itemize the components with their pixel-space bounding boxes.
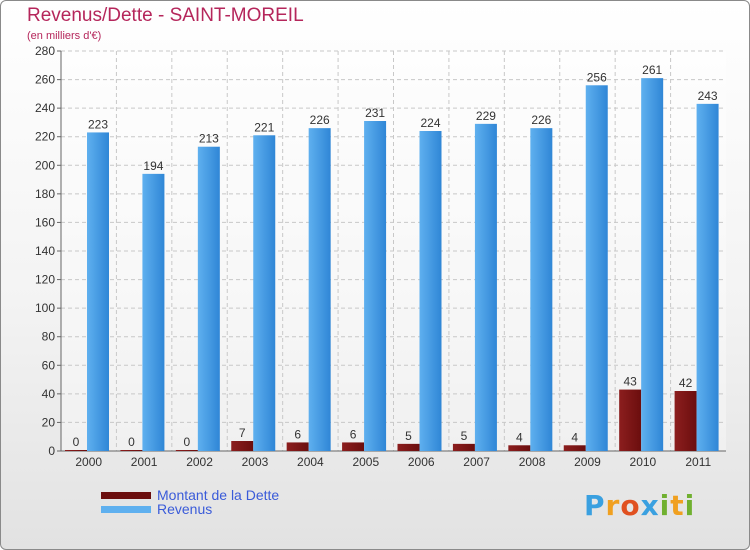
bar-debt-2010 [619, 389, 642, 451]
data-label-debt-2009: 4 [571, 430, 578, 444]
data-label-revenue-2011: 243 [698, 89, 718, 103]
bar-debt-2002 [175, 450, 198, 451]
data-label-revenue-2010: 261 [642, 63, 662, 77]
data-label-revenue-2001: 194 [143, 159, 163, 173]
bar-revenue-2004 [308, 128, 331, 451]
bar-revenue-2009 [585, 85, 608, 452]
data-label-debt-2005: 6 [350, 427, 357, 441]
bar-revenue-2007 [474, 123, 497, 451]
bar-revenue-2005 [364, 121, 387, 451]
logo-letter: x [640, 489, 660, 522]
y-tick-label: 180 [35, 187, 55, 201]
data-label-revenue-2006: 224 [420, 116, 440, 130]
bar-revenue-2008 [530, 128, 553, 451]
bar-debt-2006 [397, 443, 420, 451]
logo-letter: o [620, 489, 641, 522]
bar-debt-2005 [342, 442, 365, 451]
y-tick-label: 200 [35, 158, 55, 172]
bar-revenue-2006 [419, 131, 442, 451]
x-tick-label-2004: 2004 [297, 455, 324, 469]
x-tick-label-2006: 2006 [408, 455, 435, 469]
data-label-revenue-2004: 226 [310, 113, 330, 127]
data-label-revenue-2009: 256 [587, 70, 607, 84]
y-tick-label: 60 [42, 358, 56, 372]
data-label-debt-2001: 0 [128, 435, 135, 449]
legend-item-debt: Montant de la Dette [101, 487, 280, 503]
y-tick-label: 220 [35, 130, 55, 144]
bar-debt-2009 [563, 445, 586, 451]
data-label-debt-2000: 0 [73, 435, 80, 449]
bar-debt-2008 [508, 445, 531, 451]
x-tick-label-2001: 2001 [131, 455, 158, 469]
data-label-revenue-2003: 221 [254, 120, 274, 134]
data-label-debt-2008: 4 [516, 430, 523, 444]
data-label-revenue-2007: 229 [476, 109, 496, 123]
legend-swatch-debt [101, 491, 151, 499]
data-label-revenue-2000: 223 [88, 117, 108, 131]
chart-subtitle: (en milliers d'€) [27, 30, 102, 42]
data-label-debt-2011: 42 [679, 376, 693, 390]
y-tick-label: 120 [35, 273, 55, 287]
bar-revenue-2003 [253, 135, 276, 452]
y-tick-label: 20 [42, 415, 56, 429]
logo-letter: t [670, 489, 685, 522]
x-tick-label-2009: 2009 [574, 455, 601, 469]
legend: Montant de la Dette Revenus [101, 487, 280, 517]
bar-debt-2000 [65, 450, 87, 451]
logo-letter: P [584, 489, 606, 522]
bar-debt-2004 [286, 442, 309, 451]
x-tick-label-2000: 2000 [75, 455, 102, 469]
y-tick-label: 140 [35, 244, 55, 258]
logo-letter: i [659, 489, 671, 522]
x-tick-label-2003: 2003 [242, 455, 269, 469]
y-tick-label: 160 [35, 215, 55, 229]
y-tick-label: 280 [35, 44, 55, 58]
x-tick-label-2011: 2011 [685, 455, 711, 469]
legend-label-revenue: Revenus [157, 501, 213, 517]
legend-swatch-revenue [101, 505, 151, 513]
data-label-debt-2006: 5 [405, 429, 412, 443]
data-label-revenue-2002: 213 [199, 132, 219, 146]
x-tick-label-2005: 2005 [352, 455, 379, 469]
chart-title: Revenus/Dette - SAINT-MOREIL [27, 5, 304, 26]
x-tick-label-2002: 2002 [186, 455, 213, 469]
logo-letter: r [605, 489, 621, 522]
logo-letter: i [684, 489, 696, 522]
y-tick-label: 0 [48, 444, 55, 458]
bar-revenue-2011 [696, 103, 719, 451]
data-label-revenue-2005: 231 [365, 106, 385, 120]
y-tick-label: 40 [42, 387, 56, 401]
data-label-debt-2002: 0 [183, 435, 190, 449]
bar-debt-2001 [120, 450, 143, 451]
y-tick-label: 100 [35, 301, 55, 315]
legend-item-revenue: Revenus [101, 501, 279, 517]
bar-revenue-2010 [641, 78, 664, 452]
bar-revenue-2000 [87, 132, 109, 451]
data-label-revenue-2008: 226 [531, 113, 551, 127]
data-label-debt-2004: 6 [294, 427, 301, 441]
y-tick-label: 260 [35, 73, 55, 87]
x-tick-label-2008: 2008 [519, 455, 546, 469]
bar-revenue-2002 [197, 146, 220, 451]
bar-debt-2011 [674, 391, 697, 451]
data-label-debt-2010: 43 [623, 375, 637, 389]
legend-label-debt: Montant de la Dette [157, 487, 280, 503]
y-tick-label: 240 [35, 101, 55, 115]
bar-revenue-2001 [142, 173, 165, 451]
data-label-debt-2003: 7 [239, 426, 246, 440]
bar-debt-2003 [231, 441, 254, 451]
y-tick-label: 80 [42, 330, 56, 344]
proxiti-logo[interactable]: Proxiti [584, 489, 695, 522]
data-label-debt-2007: 5 [461, 429, 468, 443]
x-tick-label-2007: 2007 [463, 455, 490, 469]
bar-debt-2007 [452, 443, 475, 451]
x-tick-label-2010: 2010 [630, 455, 657, 469]
